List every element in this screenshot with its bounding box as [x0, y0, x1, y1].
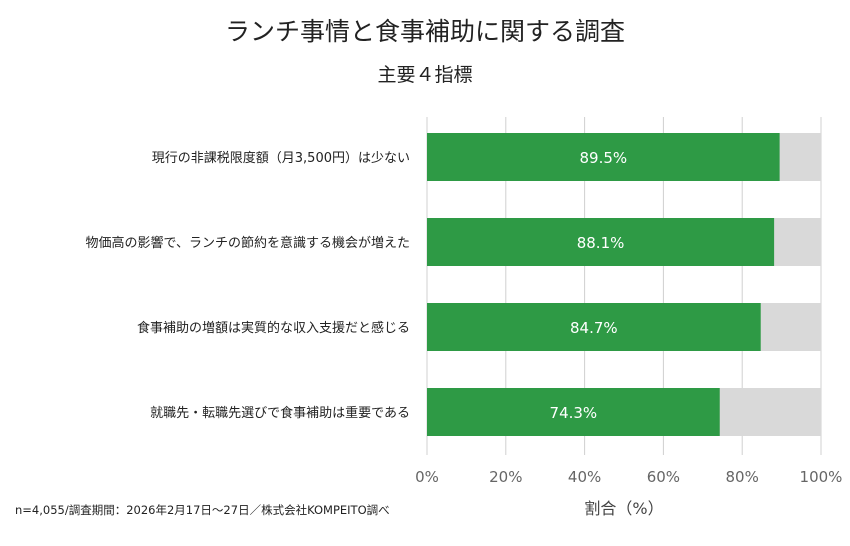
- data-label: 74.3%: [550, 404, 598, 422]
- chart-subtitle: 主要４指標: [377, 64, 473, 86]
- x-tick-label: 40%: [568, 468, 601, 486]
- x-tick-label: 0%: [415, 468, 439, 486]
- data-label: 88.1%: [577, 234, 625, 252]
- footnote: n=4,055/調査期間：2026年2月17日〜27日／株式会社KOMPEITO…: [15, 503, 390, 517]
- bar: [427, 218, 775, 266]
- x-tick-label: 60%: [647, 468, 680, 486]
- category-label: 食事補助の増額は実質的な収入支援だと感じる: [137, 320, 410, 336]
- chart-title: ランチ事情と食事補助に関する調査: [224, 17, 625, 46]
- data-label: 84.7%: [570, 319, 618, 337]
- category-label: 就職先・転職先選びで食事補助は重要である: [150, 405, 410, 421]
- x-tick-label: 80%: [726, 468, 759, 486]
- x-tick-label: 100%: [800, 468, 843, 486]
- x-axis-label: 割合（%）: [584, 499, 663, 518]
- bar: [427, 388, 720, 436]
- bar: [427, 303, 761, 351]
- data-label: 89.5%: [579, 149, 627, 167]
- bar: [427, 133, 780, 181]
- category-label: 現行の非課税限度額（月3,500円）は少ない: [152, 150, 410, 166]
- category-label: 物価高の影響で、ランチの節約を意識する機会が増えた: [86, 235, 410, 251]
- x-tick-label: 20%: [489, 468, 522, 486]
